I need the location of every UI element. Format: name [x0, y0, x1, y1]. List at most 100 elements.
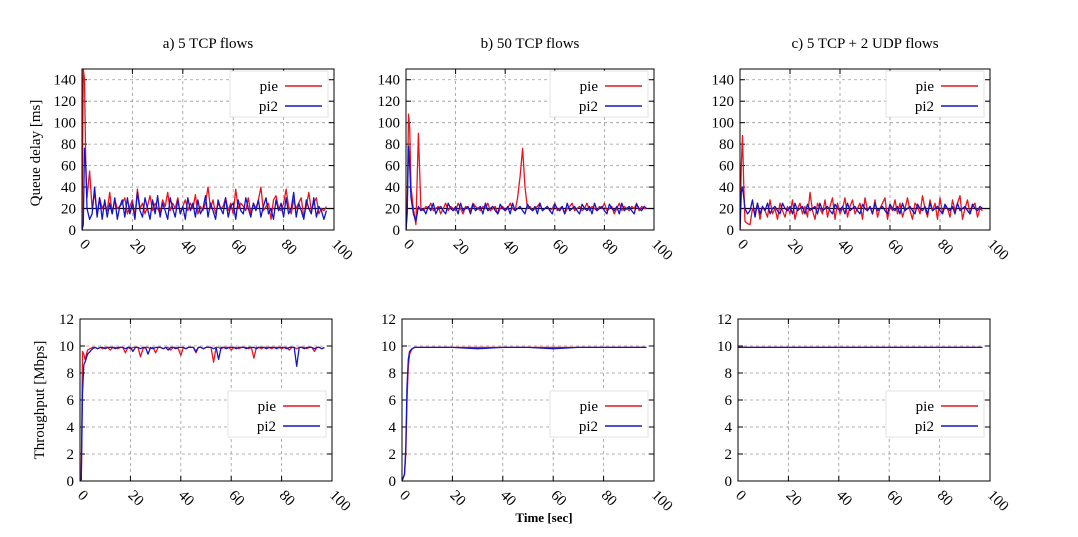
x-tick-label: 40	[834, 237, 856, 259]
series-line-pi2	[406, 145, 648, 230]
plot-frame	[81, 68, 335, 231]
x-tick-label: 100	[326, 488, 353, 515]
y-tick-label: 2	[67, 447, 75, 463]
legend-box	[549, 70, 649, 118]
chart-tput-50tcp: 0 2 4 6 8 10 12 0 20 40 60 80 100 pie pi2	[381, 312, 675, 515]
y-tick-label: 60	[385, 159, 400, 175]
series-line-pi2	[740, 186, 983, 230]
plot-area	[80, 346, 325, 481]
y-tick-label: 2	[389, 447, 397, 463]
chart-tput-5tcp2udp: 0 2 4 6 8 10 12 0 20 40 60 80 100 pie pi2	[717, 312, 1011, 515]
x-tick-label: 20	[447, 488, 469, 510]
y-tick-label: 20	[719, 202, 734, 218]
x-tick-label: 20	[127, 237, 149, 259]
y-tick-label: 0	[389, 474, 397, 490]
legend-label-pie: pie	[260, 79, 279, 95]
legend-label-pi2: pi2	[579, 419, 598, 435]
y-tick-label: 8	[67, 366, 75, 382]
x-tick-label: 20	[784, 237, 806, 259]
series-line-pi2	[80, 346, 325, 481]
y-tick-label: 8	[725, 366, 733, 382]
y-tick-label: 100	[712, 116, 735, 132]
plot-area	[402, 346, 647, 481]
x-tick-label: 80	[278, 237, 300, 259]
y-tick-label: 0	[727, 223, 735, 239]
y-tick-label: 10	[717, 339, 732, 355]
x-tick-label: 60	[884, 237, 906, 259]
legend-label-pi2: pi2	[579, 99, 598, 115]
x-tick-label: 40	[833, 488, 855, 510]
legend-label-pie: pie	[916, 399, 935, 415]
y-tick-label: 12	[59, 312, 74, 328]
legend-box	[549, 390, 649, 438]
y-tick-label: 100	[378, 116, 401, 132]
series-line-pi2	[82, 147, 328, 230]
y-tick-label: 2	[725, 447, 733, 463]
x-tick-label: 20	[125, 488, 147, 510]
x-tick-label: 40	[175, 488, 197, 510]
y-tick-label: 4	[389, 420, 397, 436]
x-tick-label: 20	[450, 237, 472, 259]
y-tick-label: 12	[717, 312, 732, 328]
y-tick-label: 0	[725, 474, 733, 490]
y-tick-label: 60	[719, 159, 734, 175]
y-tick-label: 40	[385, 180, 400, 196]
plot-frame	[739, 68, 991, 231]
y-tick-label: 140	[378, 73, 401, 89]
chart-tput-5tcp: 0 2 4 6 8 10 12 0 20 40 60 80 100 pie pi2	[59, 312, 353, 515]
series-line-pi2	[402, 346, 647, 481]
y-tick-label: 0	[69, 223, 77, 239]
y-tick-label: 10	[59, 339, 74, 355]
chart-delay-5tcp2udp: 0 20 40 60 80 100 120 140 0 20 40 60 80 100 c) 5 TCP +…	[712, 36, 1012, 264]
x-tick-label: 80	[599, 237, 621, 259]
x-tick-label: 60	[547, 488, 569, 510]
y-tick-label: 10	[381, 339, 396, 355]
x-tick-label: 0	[74, 488, 91, 505]
x-tick-label: 40	[499, 237, 521, 259]
x-tick-label: 0	[734, 237, 751, 254]
y-tick-label: 6	[389, 393, 397, 409]
time-x-axis-label: Time [sec]	[515, 510, 572, 525]
legend-label-pi2: pi2	[257, 419, 276, 435]
x-tick-label: 100	[648, 237, 675, 264]
x-tick-label: 100	[648, 488, 675, 515]
y-tick-label: 60	[61, 159, 76, 175]
y-tick-label: 120	[712, 94, 735, 110]
x-tick-label: 80	[276, 488, 298, 510]
plot-frame	[405, 68, 655, 231]
plot-frame	[79, 318, 333, 482]
chart-title: b) 50 TCP flows	[481, 36, 580, 52]
legend-label-pi2: pi2	[915, 419, 934, 435]
x-tick-label: 60	[883, 488, 905, 510]
y-tick-label: 8	[389, 366, 397, 382]
x-tick-label: 20	[783, 488, 805, 510]
legend-label-pie: pie	[916, 79, 935, 95]
y-tick-label: 12	[381, 312, 396, 328]
x-tick-label: 0	[76, 237, 93, 254]
y-tick-label: 0	[67, 474, 75, 490]
y-tick-label: 140	[54, 73, 77, 89]
throughput-y-axis-label: Throughput [Mbps]	[32, 341, 48, 460]
y-tick-label: 0	[393, 223, 401, 239]
plot-area	[406, 113, 654, 230]
legend-box	[885, 70, 985, 118]
legend-label-pi2: pi2	[259, 99, 278, 115]
x-tick-label: 0	[732, 488, 749, 505]
x-tick-label: 100	[328, 237, 355, 264]
legend-label-pie: pie	[258, 399, 277, 415]
x-tick-label: 60	[225, 488, 247, 510]
y-tick-label: 40	[719, 180, 734, 196]
y-tick-label: 120	[378, 94, 401, 110]
chart-title: c) 5 TCP + 2 UDP flows	[791, 36, 938, 52]
y-tick-label: 120	[54, 94, 77, 110]
y-tick-label: 4	[725, 420, 733, 436]
legend-label-pi2: pi2	[915, 99, 934, 115]
y-tick-label: 40	[61, 180, 76, 196]
y-tick-label: 20	[61, 202, 76, 218]
queue-delay-y-axis-label: Queue delay [ms]	[28, 100, 44, 207]
x-tick-label: 0	[400, 237, 417, 254]
y-tick-label: 20	[385, 202, 400, 218]
x-tick-label: 80	[598, 488, 620, 510]
plot-area	[740, 134, 990, 230]
